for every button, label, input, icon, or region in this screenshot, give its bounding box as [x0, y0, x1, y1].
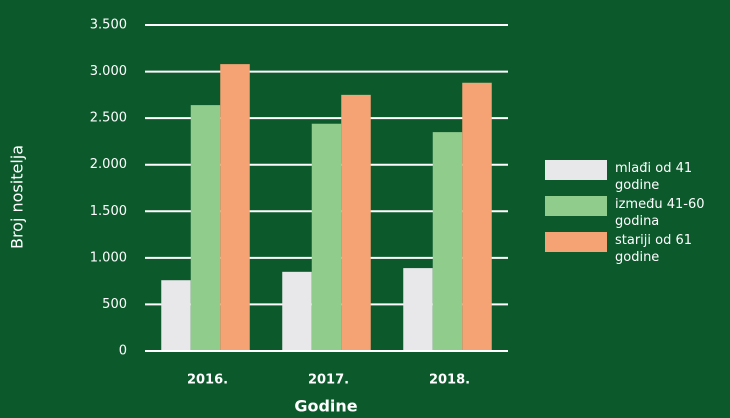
y-axis-title: Broj nositelja	[8, 145, 27, 249]
legend-swatch	[545, 232, 607, 252]
legend-label: između 41-60 godina	[615, 197, 705, 229]
bar	[403, 268, 433, 351]
bar	[341, 94, 371, 351]
bar	[190, 105, 221, 351]
y-tick-label: 3.000	[90, 64, 127, 79]
legend: mlađi od 41 godine između 41-60 godina sta…	[545, 160, 730, 268]
bar	[161, 280, 191, 351]
y-tick-label: 3.500	[90, 18, 127, 33]
x-axis-title: Godine	[294, 397, 357, 416]
legend-label: stariji od 61 godine	[615, 233, 693, 265]
y-tick-label: 1.000	[90, 250, 127, 265]
y-tick-label: 0	[119, 344, 127, 359]
y-tick-label: 2.500	[90, 111, 127, 126]
y-tick-label: 1.500	[90, 204, 127, 219]
legend-swatch	[545, 160, 607, 180]
x-tick-label: 2017.	[308, 373, 349, 388]
legend-item: stariji od 61 godine	[545, 232, 730, 266]
legend-label: mlađi od 41 godine	[615, 161, 693, 193]
bar	[432, 132, 463, 351]
x-tick-label: 2018.	[429, 373, 470, 388]
x-tick-label: 2016.	[187, 373, 228, 388]
legend-swatch	[545, 196, 607, 216]
bar	[462, 82, 492, 352]
y-tick-label: 2.000	[90, 157, 127, 172]
y-tick-label: 500	[102, 297, 127, 312]
bar	[311, 123, 342, 351]
bar	[220, 64, 250, 352]
legend-item: mlađi od 41 godine	[545, 160, 730, 194]
legend-item: između 41-60 godina	[545, 196, 730, 230]
bar	[282, 271, 312, 351]
